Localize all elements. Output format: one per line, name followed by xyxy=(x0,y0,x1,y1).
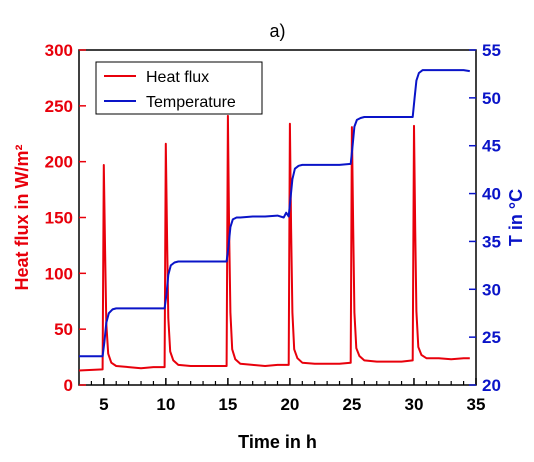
x-tick-label: 5 xyxy=(99,395,108,414)
series-line-heat-flux xyxy=(78,114,470,372)
y-right-tick-label: 25 xyxy=(482,328,501,347)
y-left-tick-label: 250 xyxy=(45,97,73,116)
legend: Heat flux Temperature xyxy=(95,61,263,115)
y-right-tick-label: 50 xyxy=(482,89,501,108)
y-right-tick-label: 35 xyxy=(482,232,501,251)
chart-title: a) xyxy=(269,21,285,41)
axes-layer: 5 10 15 20 25 30 35 0 50 100 150 200 250 300 20 25 30 35 4… xyxy=(45,41,501,414)
y-left-tick-label: 100 xyxy=(45,264,73,283)
legend-box xyxy=(95,61,263,115)
x-tick-label: 25 xyxy=(342,395,361,414)
y-axis-right-label: T in °C xyxy=(506,189,526,246)
y-right-tick-label: 40 xyxy=(482,185,501,204)
y-right-tick-label: 30 xyxy=(482,280,501,299)
y-left-tick-label: 200 xyxy=(45,153,73,172)
y-left-tick-label: 150 xyxy=(45,209,73,228)
x-tick-label: 10 xyxy=(156,395,175,414)
x-tick-label: 30 xyxy=(405,395,424,414)
legend-label: Temperature xyxy=(146,94,236,111)
y-left-tick-label: 0 xyxy=(64,376,73,395)
y-left-tick-label: 50 xyxy=(54,320,73,339)
y-axis-left-label: Heat flux in W/m² xyxy=(12,144,32,290)
x-tick-label: 35 xyxy=(467,395,486,414)
series-layer xyxy=(78,69,470,372)
y-right-tick-label: 20 xyxy=(482,376,501,395)
y-right-tick-label: 55 xyxy=(482,41,501,60)
series-line-temperature xyxy=(79,69,470,358)
legend-label: Heat flux xyxy=(146,69,209,86)
y-right-tick-label: 45 xyxy=(482,137,501,156)
y-left-tick-label: 300 xyxy=(45,41,73,60)
x-axis-label: Time in h xyxy=(238,432,317,452)
x-tick-label: 20 xyxy=(280,395,299,414)
x-tick-label: 15 xyxy=(218,395,237,414)
